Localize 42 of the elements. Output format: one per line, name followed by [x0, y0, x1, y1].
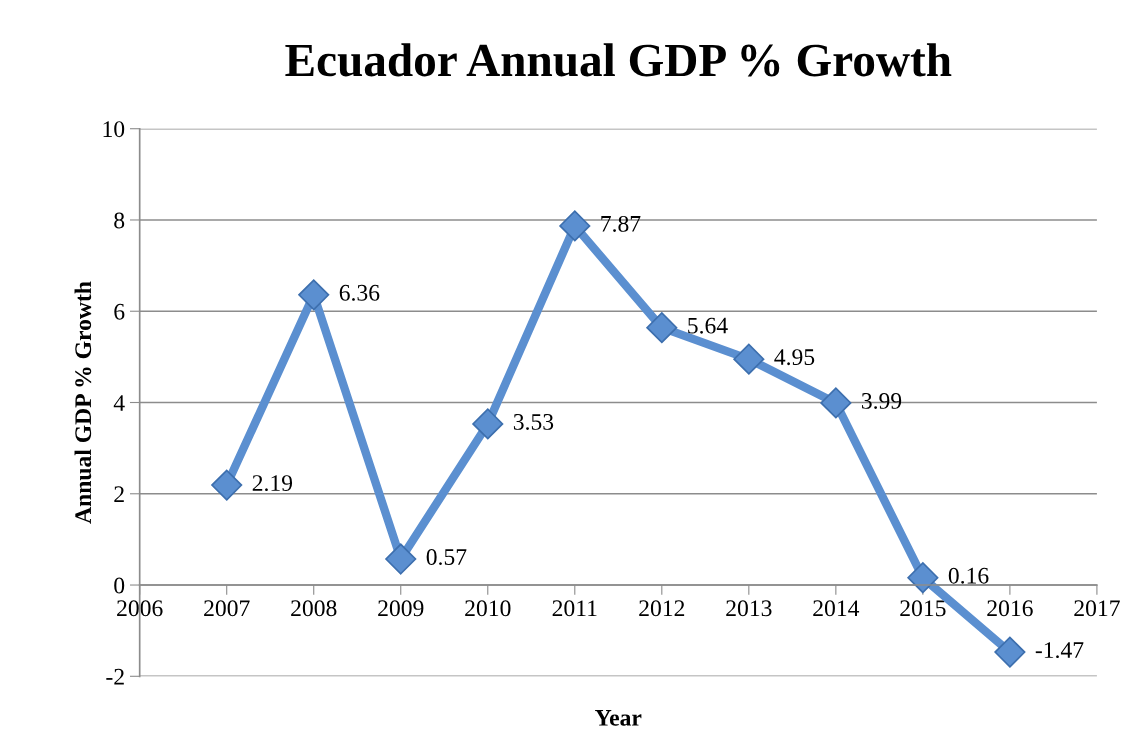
x-tick-label: 2017: [1074, 600, 1120, 617]
y-tick-label: 8: [114, 212, 125, 229]
y-tick-label: -2: [106, 668, 124, 685]
data-label: 0.16: [948, 567, 989, 584]
x-tick-label: 2008: [291, 600, 337, 617]
x-tick-label: 2015: [900, 600, 946, 617]
point: [211, 469, 243, 501]
point: [298, 279, 330, 311]
data-label: 4.95: [774, 349, 815, 366]
point: [994, 636, 1026, 668]
x-tick-label: 2016: [987, 600, 1033, 617]
x-tick-label: 2014: [813, 600, 860, 617]
x-tick-label: 2013: [726, 600, 772, 617]
point: [559, 210, 591, 242]
data-label: 5.64: [688, 317, 728, 334]
x-tick-label: 2009: [378, 600, 424, 617]
chart-title: Ecuador Annual GDP % Growth: [285, 43, 952, 77]
x-tick-label: 2010: [465, 600, 511, 617]
x-tick-label: 2012: [639, 600, 685, 617]
data-label: 3.53: [513, 413, 554, 430]
data-label: 6.36: [339, 284, 380, 301]
y-axis-title: Annual GDP % Growth: [74, 281, 92, 524]
point: [820, 387, 852, 419]
x-tick-label: 2011: [552, 600, 597, 617]
data-label: 0.57: [426, 549, 467, 566]
y-tick-label: 10: [103, 121, 125, 138]
x-tick-label: 2007: [204, 600, 250, 617]
x-tick-label: 2006: [117, 600, 163, 617]
point: [907, 562, 939, 594]
data-label: 2.19: [252, 475, 293, 492]
data-label: 3.99: [861, 393, 902, 409]
point: [472, 408, 504, 440]
point: [646, 312, 678, 344]
y-tick-label: 4: [113, 395, 125, 411]
y-tick-label: 0: [114, 577, 125, 594]
point: [733, 343, 765, 375]
x-axis-title: Year: [595, 710, 642, 726]
data-label: -1.47: [1035, 642, 1084, 659]
point: [385, 543, 417, 575]
data-label: 7.87: [601, 215, 641, 232]
y-tick-label: 6: [114, 303, 125, 320]
y-tick-label: 2: [114, 486, 124, 502]
